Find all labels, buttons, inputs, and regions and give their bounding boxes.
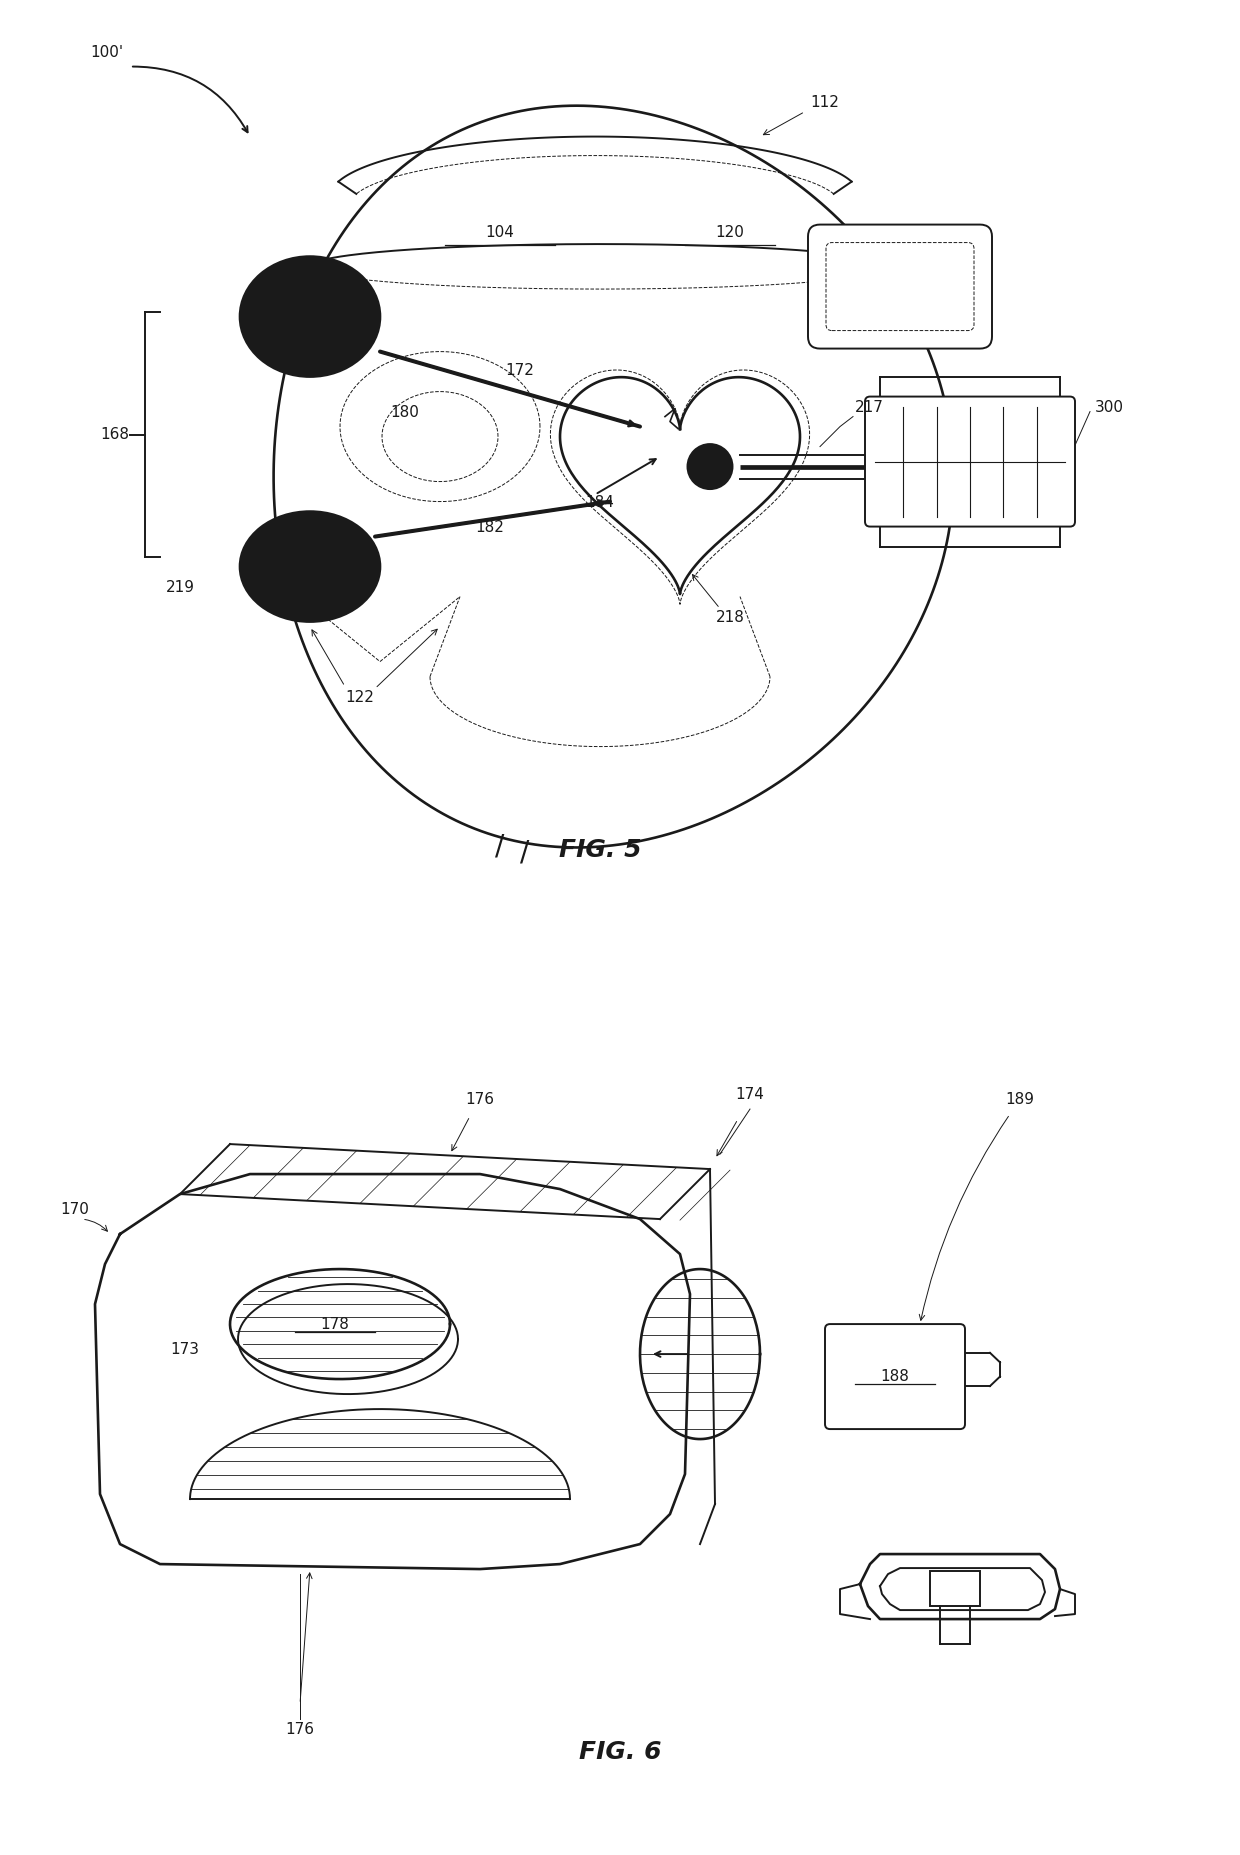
Text: 120: 120 bbox=[715, 224, 744, 239]
Text: 122: 122 bbox=[346, 690, 374, 705]
Text: FIG. 6: FIG. 6 bbox=[579, 1740, 661, 1764]
Text: 112: 112 bbox=[810, 95, 839, 109]
FancyBboxPatch shape bbox=[866, 397, 1075, 527]
Text: /: / bbox=[495, 833, 505, 861]
FancyBboxPatch shape bbox=[808, 224, 992, 349]
FancyBboxPatch shape bbox=[825, 1324, 965, 1428]
Text: 178: 178 bbox=[321, 1317, 350, 1332]
Bar bbox=[930, 1571, 980, 1606]
Text: 170a: 170a bbox=[291, 310, 329, 325]
Text: /: / bbox=[521, 838, 529, 866]
Text: 100': 100' bbox=[91, 45, 123, 59]
Ellipse shape bbox=[687, 443, 733, 490]
Text: 217: 217 bbox=[856, 399, 884, 414]
Text: 176: 176 bbox=[465, 1093, 495, 1107]
Ellipse shape bbox=[241, 512, 379, 621]
Ellipse shape bbox=[701, 456, 720, 477]
Text: 174: 174 bbox=[735, 1087, 764, 1102]
Text: 104: 104 bbox=[486, 224, 515, 239]
FancyBboxPatch shape bbox=[826, 243, 973, 330]
Text: 170: 170 bbox=[60, 1202, 89, 1217]
Text: 189: 189 bbox=[1006, 1093, 1034, 1107]
Text: 170b: 170b bbox=[290, 558, 330, 573]
Ellipse shape bbox=[241, 256, 379, 377]
Text: 182: 182 bbox=[476, 519, 505, 534]
Text: 218: 218 bbox=[715, 610, 744, 625]
Text: 173: 173 bbox=[171, 1341, 200, 1358]
Text: 172: 172 bbox=[506, 362, 534, 378]
Text: 219: 219 bbox=[165, 579, 195, 595]
Text: 300: 300 bbox=[1095, 399, 1123, 414]
Text: 184: 184 bbox=[585, 495, 615, 510]
Text: FIG. 5: FIG. 5 bbox=[559, 838, 641, 861]
Text: 176: 176 bbox=[285, 1721, 315, 1736]
Text: 188: 188 bbox=[880, 1369, 909, 1384]
Text: 168: 168 bbox=[100, 427, 129, 441]
Text: 180: 180 bbox=[391, 404, 419, 419]
